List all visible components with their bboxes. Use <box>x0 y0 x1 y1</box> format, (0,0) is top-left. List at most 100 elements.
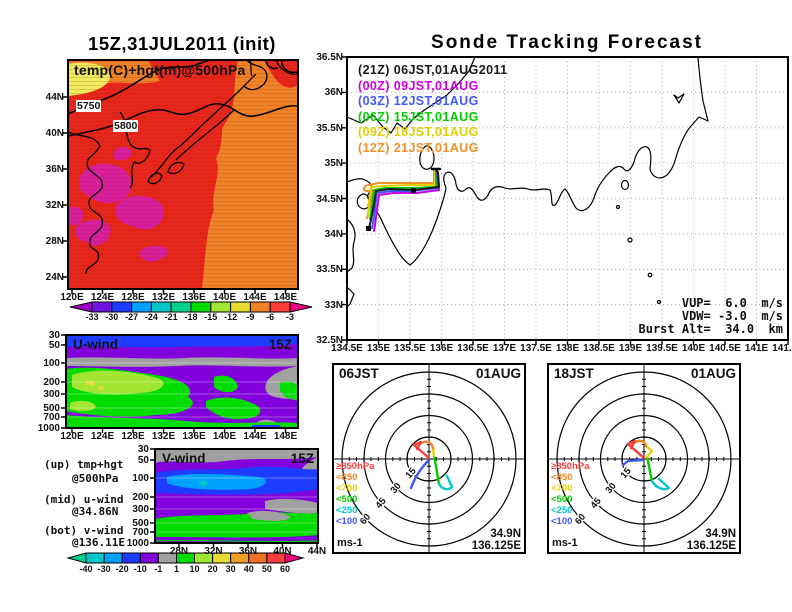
hodo1-level: ≥850hPa <box>336 461 375 472</box>
hodo1-time: 06JST <box>339 366 379 381</box>
wind-cbar-label: -1 <box>154 564 163 574</box>
hodo1-lon: 136.125E <box>471 540 521 552</box>
temp-lat-tick: 32N <box>45 200 64 211</box>
uwind-x-tick: 136E <box>182 431 206 442</box>
sonde-lat-tick: 36N <box>324 87 343 99</box>
hodo1-date: 01AUG <box>475 366 521 381</box>
temp-lon-tick: 120E <box>60 292 84 303</box>
vwind-time: 15Z <box>290 451 314 466</box>
landing-marker <box>366 226 371 231</box>
sonde-lon-tick: 136.5E <box>457 343 489 354</box>
note-up-2: @500hPa <box>72 472 119 485</box>
sonde-lat-tick: 34N <box>324 228 343 240</box>
uwind-x-tick: 128E <box>121 431 145 442</box>
hodo2-level: <250 <box>551 505 573 516</box>
temp-magenta-patches <box>68 146 169 262</box>
hodo1-level: <850 <box>336 472 358 483</box>
uwind-x-tick: 124E <box>90 431 115 442</box>
temp-map <box>63 59 299 294</box>
sonde-lat-tick: 35.5N <box>316 122 343 134</box>
hodo1-level: <500 <box>336 494 358 505</box>
vdw-value: VDW= -3.0 m/s <box>681 309 783 323</box>
vwind-p-tick: 200 <box>132 492 149 503</box>
sonde-legend-entry: (21Z) 06JST,01AUG2011 <box>358 63 508 77</box>
sonde-lat-tick: 34.5N <box>316 193 343 205</box>
temp-lat-tick: 28N <box>45 236 64 247</box>
uwind-p-tick: 200 <box>43 377 60 388</box>
temp-colorbar <box>69 301 313 313</box>
sonde-lon-tick: 134.5E <box>331 343 363 354</box>
track-21z <box>368 168 440 229</box>
uwind-p-tick: 300 <box>43 389 60 400</box>
sonde-legend-entry: (03Z) 12JST,01AUG <box>358 94 479 108</box>
uwind-label: U-wind <box>73 337 118 352</box>
sonde-lon-tick: 141E <box>744 343 769 354</box>
sonde-lon-tick: 137E <box>492 343 517 354</box>
sonde-lon-tick: 136E <box>429 343 454 354</box>
hodograph-1: 15 30 45 60 <box>332 363 526 554</box>
uwind-p-tick: 100 <box>43 358 60 369</box>
hodo1-level: <250 <box>336 505 358 516</box>
temp-lat-tick: 36N <box>45 164 64 175</box>
hodo1-unit: ms-1 <box>337 537 363 549</box>
uwind-p-tick: 50 <box>48 340 60 351</box>
hodo2-level: <850 <box>551 472 573 483</box>
hodo2-level: <700 <box>551 483 573 494</box>
temp-lon-tick: 128E <box>121 292 145 303</box>
contour-label-5750: 5750 <box>76 100 102 112</box>
sonde-legend-entry: (06Z) 15JST,01AUG <box>358 109 479 124</box>
temp-lon-tick: 132E <box>151 292 176 303</box>
wind-cbar-label: -10 <box>133 564 147 574</box>
temp-lat-tick: 44N <box>45 92 64 103</box>
wind-cbar-label: 1 <box>173 564 179 574</box>
temp-lon-tick: 148E <box>273 292 298 303</box>
sonde-title: Sonde Tracking Forecast <box>431 32 703 53</box>
sonde-lon-tick: 139.5E <box>646 343 678 354</box>
temp-red-corner <box>265 60 298 88</box>
hodo2-date: 01AUG <box>690 366 736 381</box>
sonde-tracks <box>363 167 442 232</box>
temp-cbar-label: -24 <box>144 312 158 322</box>
hodo2-unit: ms-1 <box>552 537 578 549</box>
sonde-grid <box>347 57 788 340</box>
temp-cbar-label: -12 <box>224 312 238 322</box>
note-up: (up) tmp+hgt <box>44 458 124 471</box>
sonde-legend-entry: (00Z) 09JST,01AUG <box>358 78 479 93</box>
uwind-p-tick: 1000 <box>37 423 60 434</box>
sonde-lon-tick: 135.5E <box>394 343 426 354</box>
temp-cbar-label: -27 <box>125 312 139 322</box>
vwind-section <box>154 448 319 544</box>
track-03z <box>371 170 439 229</box>
track-00z <box>373 171 440 232</box>
temp-cbar-label: -3 <box>285 312 294 322</box>
temp-coastlines <box>68 60 298 275</box>
temp-lat-tick: 40N <box>45 128 64 139</box>
temp-title: 15Z,31JUL2011 (init) <box>88 33 276 54</box>
temp-axis-ticks <box>63 96 287 294</box>
uwind-x-tick: 144E <box>243 431 267 442</box>
temp-lon-tick: 144E <box>243 292 267 303</box>
wind-cbar-label: 40 <box>243 564 254 574</box>
hodograph-2-trace <box>621 439 671 491</box>
vwind-x-tick: 32N <box>204 546 223 557</box>
uwind-time: 15Z <box>268 337 292 352</box>
note-bot: (bot) v-wind <box>44 524 124 537</box>
wind-colorbar <box>66 552 305 564</box>
sonde-lat-tick: 35N <box>324 158 343 170</box>
vwind-p-tick: 300 <box>132 504 149 515</box>
uwind-p-tick: 30 <box>48 330 60 341</box>
uwind-axis-ticks <box>61 334 287 433</box>
hodograph-2: 15 30 45 60 <box>547 363 741 554</box>
vwind-label: V-wind <box>162 451 206 466</box>
hodo2-time: 18JST <box>554 366 594 381</box>
vwind-p-tick: 50 <box>137 455 149 466</box>
uwind-p-tick: 700 <box>43 412 60 423</box>
temp-lon-tick: 140E <box>212 292 237 303</box>
station-marker <box>411 188 416 193</box>
wind-cbar-label: 20 <box>207 564 218 574</box>
sonde-lon-tick: 135E <box>366 343 391 354</box>
sonde-legend-entry: (09Z) 18JST,01AUG <box>358 125 479 139</box>
track-12z <box>363 168 435 219</box>
sonde-lon-tick: 138.5E <box>583 343 615 354</box>
